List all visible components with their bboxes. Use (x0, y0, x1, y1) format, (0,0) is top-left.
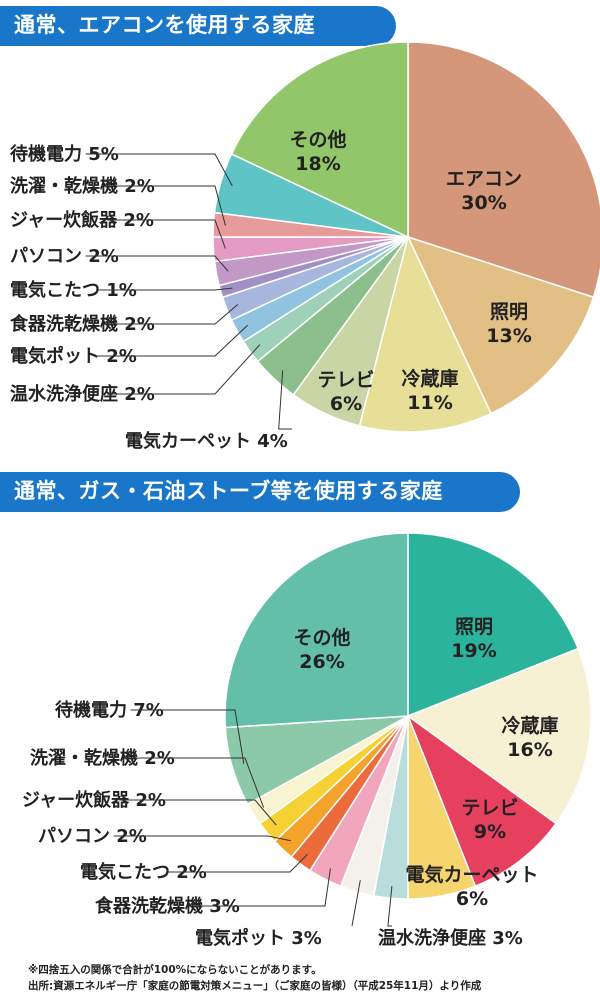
pie-slices (224, 532, 592, 900)
leader-line (85, 255, 229, 272)
slice-value-label: 6% (456, 888, 488, 910)
slice-label: 食器洗乾燥機 3% (94, 895, 240, 917)
slice-label: その他 (293, 626, 350, 649)
slice-label: テレビ (317, 369, 374, 391)
slice-label: テレビ (461, 797, 518, 819)
pie-slice-slice-12 (224, 532, 409, 729)
slice-label: 温水洗浄便座 2% (10, 383, 155, 405)
leader-line (119, 799, 277, 826)
slice-value-label: 18% (295, 153, 340, 175)
slice-label: 洗濯・乾燥機 2% (30, 747, 175, 769)
leader-line (107, 344, 261, 395)
leader-line (96, 324, 248, 357)
slice-value-label: 6% (330, 393, 362, 415)
slice-label: 待機電力 5% (10, 143, 119, 165)
slice-value-label: 30% (461, 192, 506, 214)
leader-line (107, 304, 239, 325)
slice-label: 電気カーペット 4% (125, 430, 288, 452)
slice-label: 待機電力 7% (55, 699, 164, 721)
chart2-title-band: 通常、ガス・石油ストーブ等を使用する家庭 (0, 472, 520, 512)
slice-label: 電気ポット 3% (195, 927, 322, 949)
slice-label: 冷蔵庫 (401, 367, 458, 390)
slice-label: 電気こたつ 2% (80, 861, 207, 883)
slice-label: 食器洗乾燥機 2% (9, 313, 155, 335)
chart1-title-band: 通常、エアコンを使用する家庭 (0, 6, 396, 46)
pie-slices (212, 41, 600, 433)
pie-slice-slice-0 (407, 532, 580, 718)
slice-label: ジャー炊飯器 2% (10, 209, 154, 231)
pie-slice-slice-1 (406, 235, 595, 415)
footnote: ※四捨五入の関係で合計が100%にならないことがあります。 (28, 964, 322, 976)
leader-line (192, 868, 331, 907)
slice-value-label: 11% (407, 392, 452, 414)
slice-label: その他 (289, 128, 346, 151)
pie-slice-slice-2 (358, 234, 493, 433)
leader-line (351, 880, 361, 927)
slice-label: ジャー炊飯器 2% (22, 789, 166, 811)
source-note: 出所:資源エネルギー庁「家庭の節電対策メニュー」（ご家庭の皆様）（平成25年11… (28, 980, 482, 992)
chart1-title: 通常、エアコンを使用する家庭 (14, 13, 315, 37)
slice-value-label: 19% (451, 640, 496, 662)
leader-line (85, 153, 233, 187)
chart2-title: 通常、ガス・石油ストーブ等を使用する家庭 (14, 479, 443, 503)
pie-slice-slice-2 (406, 713, 558, 888)
slice-value-label: 9% (474, 821, 506, 843)
slice-label: 温水洗浄便座 3% (378, 927, 523, 949)
slice-label: 電気カーペット (405, 863, 538, 886)
leader-line (130, 709, 245, 764)
leader-line (127, 757, 265, 808)
pie-slice-slice-1 (406, 647, 592, 825)
slice-label: 照明 (455, 616, 493, 638)
leader-line (113, 835, 292, 842)
slice-label: エアコン (446, 168, 522, 190)
slice-value-label: 13% (486, 325, 531, 347)
slice-label: 冷蔵庫 (501, 714, 558, 737)
leader-line (387, 886, 393, 927)
slice-label: 洗濯・乾燥機 2% (10, 175, 155, 197)
slice-label: パソコン 2% (38, 826, 147, 847)
slice-value-label: 16% (507, 739, 552, 761)
slice-label: 電気ポット 2% (10, 345, 137, 367)
leader-line (107, 219, 226, 249)
slice-label: 電気こたつ 1% (10, 279, 137, 301)
slice-label: 照明 (490, 301, 528, 323)
leader-line (166, 853, 308, 873)
pie-slice-slice-0 (407, 41, 600, 299)
leader-line (278, 370, 292, 430)
leader-line (107, 185, 226, 226)
leader-line (96, 287, 233, 291)
slice-value-label: 26% (299, 651, 344, 673)
pie-slice-slice-13 (230, 41, 409, 239)
notes: ※四捨五入の関係で合計が100%にならないことがあります。 出所:資源エネルギー… (28, 962, 481, 994)
slice-label: パソコン 2% (10, 246, 119, 267)
